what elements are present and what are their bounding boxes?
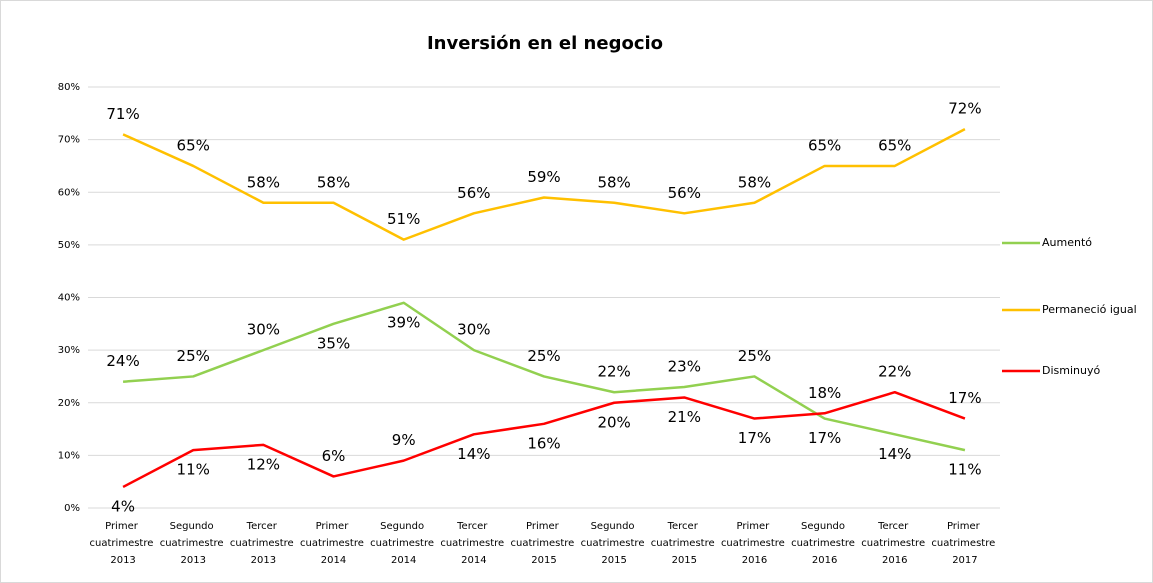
data-label: 22% (878, 363, 911, 381)
series-line (122, 127, 966, 241)
y-tick-label: 60% (58, 187, 80, 198)
y-tick-label: 10% (58, 450, 80, 461)
x-tick-label: Tercer cuatrimestre 2014 (440, 521, 507, 566)
x-tick-label: Primer cuatrimestre 2016 (721, 521, 788, 566)
data-label: 58% (317, 173, 350, 191)
y-tick-label: 30% (58, 345, 80, 356)
chart-title: Inversión en el negocio (427, 33, 663, 54)
data-label: 56% (668, 184, 701, 202)
x-tick-label: Primer cuatrimestre 2014 (300, 521, 367, 566)
y-tick-label: 20% (58, 398, 80, 409)
x-tick-label: Primer cuatrimestre 2017 (931, 521, 998, 566)
data-label: 39% (387, 313, 420, 331)
legend-label: Permaneció igual (1042, 303, 1137, 316)
data-label: 25% (527, 347, 560, 365)
data-label: 14% (878, 445, 911, 463)
y-tick-label: 0% (64, 503, 80, 514)
data-label: 17% (808, 429, 841, 447)
y-tick-label: 50% (58, 240, 80, 251)
data-label: 4% (111, 497, 135, 515)
data-label: 25% (177, 347, 210, 365)
x-tick-label: Segundo cuatrimestre 2015 (581, 521, 648, 566)
x-tick-label: Segundo cuatrimestre 2016 (791, 521, 858, 566)
data-label: 58% (597, 173, 630, 191)
data-label: 23% (668, 357, 701, 375)
x-tick-label: Primer cuatrimestre 2015 (510, 521, 577, 566)
y-tick-label: 40% (58, 293, 80, 304)
data-label: 11% (948, 461, 981, 479)
x-tick-label: Segundo cuatrimestre 2013 (160, 521, 227, 566)
data-label: 17% (738, 429, 771, 447)
data-label: 51% (387, 210, 420, 228)
data-label: 12% (247, 455, 280, 473)
x-tick-label: Primer cuatrimestre 2013 (90, 521, 157, 566)
legend-label: Aumentó (1042, 236, 1092, 249)
data-label: 9% (392, 431, 416, 449)
data-label: 56% (457, 184, 490, 202)
data-label: 25% (738, 347, 771, 365)
series-line (122, 301, 966, 452)
data-label: 65% (878, 136, 911, 154)
data-label: 65% (808, 136, 841, 154)
data-label: 20% (597, 413, 630, 431)
x-tick-label: Tercer cuatrimestre 2015 (651, 521, 718, 566)
data-label: 21% (668, 408, 701, 426)
y-tick-label: 70% (58, 135, 80, 146)
y-tick-label: 80% (58, 82, 80, 93)
x-tick-label: Segundo cuatrimestre 2014 (370, 521, 437, 566)
data-label: 17% (948, 389, 981, 407)
data-label: 58% (738, 173, 771, 191)
data-label: 30% (457, 321, 490, 339)
data-label: 35% (317, 334, 350, 352)
x-tick-label: Tercer cuatrimestre 2016 (861, 521, 928, 566)
data-label: 11% (177, 461, 210, 479)
data-label: 58% (247, 173, 280, 191)
data-label: 71% (106, 105, 139, 123)
data-label: 24% (106, 352, 139, 370)
data-label: 30% (247, 321, 280, 339)
data-label: 18% (808, 384, 841, 402)
data-label: 22% (597, 363, 630, 381)
data-label: 14% (457, 445, 490, 463)
data-label: 65% (177, 136, 210, 154)
data-label: 72% (948, 100, 981, 118)
data-label: 59% (527, 168, 560, 186)
data-label: 16% (527, 434, 560, 452)
series-line (122, 390, 966, 489)
x-tick-label: Tercer cuatrimestre 2013 (230, 521, 297, 566)
legend-label: Disminuyó (1042, 364, 1100, 377)
data-label: 6% (322, 447, 346, 465)
